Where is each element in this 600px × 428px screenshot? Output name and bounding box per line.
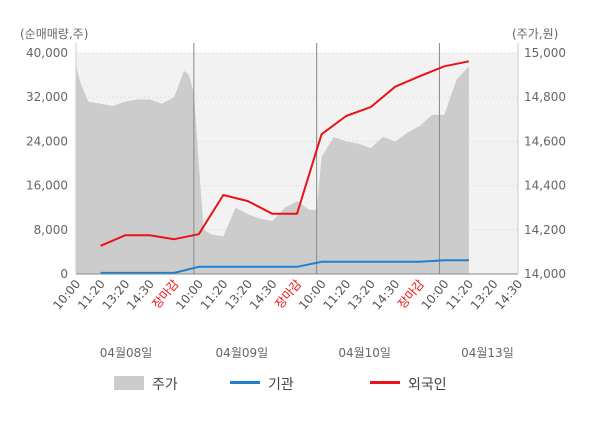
date-labels: 04월08일 04월09일 04월10일 04월13일	[100, 346, 514, 360]
legend-label-foreign: 외국인	[408, 377, 447, 393]
series-area-price	[76, 66, 469, 274]
x-axis-ticks: 10:0011:2013:2014:30장마감10:0011:2013:2014…	[50, 277, 525, 312]
left-tick-label: 40,000	[26, 46, 68, 60]
x-tick-label: 14:30	[247, 277, 280, 312]
left-tick-label: 32,000	[26, 90, 68, 104]
left-tick-label: 16,000	[26, 179, 68, 193]
x-tick-label: 14:30	[492, 277, 525, 312]
date-label: 04월10일	[338, 346, 391, 360]
legend-swatch-price	[114, 376, 144, 390]
legend-swatch-foreign	[370, 381, 400, 384]
left-tick-label: 0	[60, 267, 68, 281]
right-tick-label: 14,000	[524, 267, 566, 281]
series-line-foreign	[100, 60, 470, 247]
legend-label-institution: 기관	[268, 377, 294, 393]
right-axis-unit: (주가,원)	[512, 27, 558, 41]
date-label: 04월13일	[461, 346, 514, 360]
left-tick-label: 24,000	[26, 134, 68, 148]
left-axis-unit: (순매매량,주)	[20, 27, 88, 41]
right-tick-label: 14,400	[524, 179, 566, 193]
legend: 주가 기관 외국인	[114, 376, 447, 393]
series-line-institution	[100, 259, 469, 274]
left-tick-label: 8,000	[34, 223, 68, 237]
legend-label-price: 주가	[152, 377, 178, 393]
date-label: 04월08일	[100, 346, 153, 360]
right-tick-label: 14,600	[524, 134, 566, 148]
series-lines	[100, 60, 470, 274]
right-axis-ticks: 14,000 14,200 14,400 14,600 14,800 15,000	[524, 46, 566, 281]
right-tick-label: 14,200	[524, 223, 566, 237]
right-tick-label: 15,000	[524, 46, 566, 60]
right-tick-label: 14,800	[524, 90, 566, 104]
x-tick-label: 14:30	[370, 277, 403, 312]
legend-swatch-institution	[230, 381, 260, 384]
x-tick-label: 14:30	[124, 277, 157, 312]
left-axis-ticks: 0 8,000 16,000 24,000 32,000 40,000	[26, 46, 68, 281]
date-label: 04월09일	[216, 346, 269, 360]
axes	[75, 43, 519, 275]
price-area	[76, 66, 469, 274]
